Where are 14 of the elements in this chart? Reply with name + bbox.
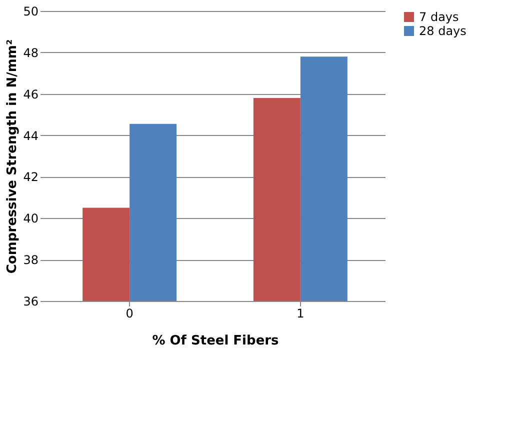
y-tick-label: 44 — [23, 128, 38, 143]
y-tick-label: 38 — [23, 253, 38, 268]
x-tick-label: 0 — [126, 306, 134, 320]
legend-label: 28 days — [419, 24, 466, 38]
x-axis-title: % Of Steel Fibers — [152, 334, 280, 348]
y-tick-label: 42 — [23, 170, 38, 184]
x-tick-label: 1 — [296, 306, 304, 320]
y-tick-label: 40 — [23, 212, 38, 226]
y-tick-label: 46 — [23, 87, 38, 102]
y-tick-label: 50 — [23, 4, 38, 18]
y-tick-label: 36 — [23, 294, 38, 308]
legend-label: 7 days — [419, 10, 459, 24]
y-axis-title: Compressive Strength in N/mm² — [5, 39, 20, 274]
y-tick-label: 48 — [23, 46, 38, 60]
